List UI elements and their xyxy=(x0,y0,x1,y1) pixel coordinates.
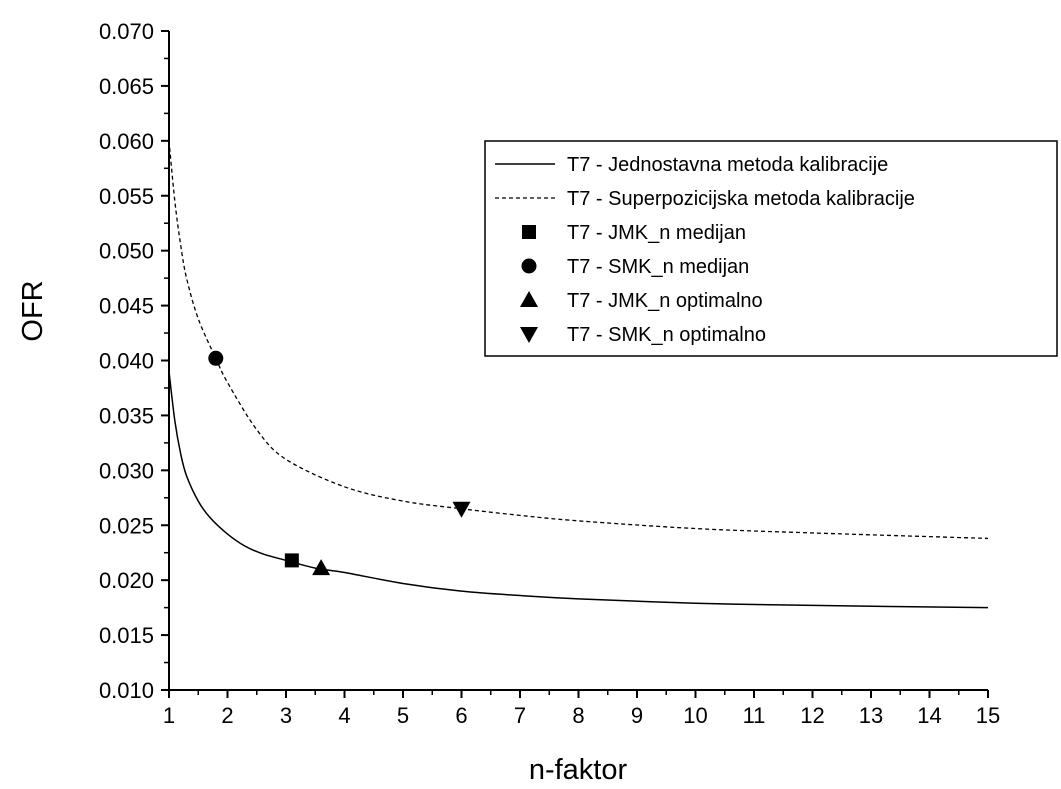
curves xyxy=(168,140,989,609)
axes: 1 2 3 4 5 6 7 8 9 10 11 12 13 14 150.0100.0150.0200.02… xyxy=(99,19,1000,728)
y-axis-title: OFR xyxy=(17,280,49,341)
data-point-triangle-down xyxy=(452,501,471,518)
legend: T7 - Jednostavna metoda kalibracije T7 - … xyxy=(484,140,1058,357)
x-tick-label: 8 xyxy=(572,703,584,728)
x-tick-label: 5 xyxy=(397,703,409,728)
legend-label: T7 - Jednostavna metoda kalibracije xyxy=(567,154,888,176)
x-tick-label: 11 xyxy=(743,703,766,728)
x-tick-label: 3 xyxy=(280,703,292,728)
y-tick-label: 0.060 xyxy=(99,129,154,154)
x-tick-label: 6 xyxy=(455,703,467,728)
legend-label: T7 - JMK_n medijan xyxy=(567,222,746,244)
y-tick-label: 0.045 xyxy=(99,294,154,319)
y-tick-label: 0.065 xyxy=(99,74,154,99)
legend-swatch-marker xyxy=(520,291,538,307)
legend-label: T7 - SMK_n optimalno xyxy=(567,324,766,346)
legend-box xyxy=(484,140,1058,357)
x-tick-label: 13 xyxy=(859,703,883,728)
series-line-0 xyxy=(168,371,989,609)
x-tick-label: 1 xyxy=(163,703,175,728)
y-tick-label: 0.070 xyxy=(99,19,154,44)
y-tick-label: 0.040 xyxy=(99,349,154,374)
x-tick-label: 4 xyxy=(338,703,350,728)
x-tick-label: 9 xyxy=(631,703,643,728)
x-tick-label: 15 xyxy=(976,703,1000,728)
y-tick-label: 0.025 xyxy=(99,513,154,538)
x-axis-title: n-faktor xyxy=(529,754,628,786)
x-tick-label: 12 xyxy=(800,703,824,728)
legend-label: T7 - JMK_n optimalno xyxy=(567,290,763,312)
data-point-triangle-up xyxy=(312,559,331,576)
legend-swatch-marker xyxy=(520,327,538,343)
data-point-square xyxy=(284,553,299,568)
series-line-1 xyxy=(168,140,989,540)
legend-label: T7 - SMK_n medijan xyxy=(567,256,749,278)
y-tick-label: 0.035 xyxy=(99,403,154,428)
legend-swatch-marker xyxy=(522,225,536,239)
x-tick-label: 14 xyxy=(917,703,941,728)
legend-label: T7 - Superpozicijska metoda kalibracije xyxy=(567,188,915,210)
y-tick-label: 0.010 xyxy=(99,678,154,703)
x-tick-label: 7 xyxy=(514,703,526,728)
legend-swatch-marker xyxy=(521,258,537,274)
x-tick-label: 2 xyxy=(221,703,233,728)
y-tick-label: 0.030 xyxy=(99,458,154,483)
markers xyxy=(208,350,471,576)
y-tick-label: 0.015 xyxy=(99,623,154,648)
y-tick-label: 0.020 xyxy=(99,568,154,593)
x-tick-label: 10 xyxy=(683,703,707,728)
y-tick-label: 0.055 xyxy=(99,184,154,209)
y-tick-label: 0.050 xyxy=(99,239,154,264)
data-point-circle xyxy=(208,350,224,366)
